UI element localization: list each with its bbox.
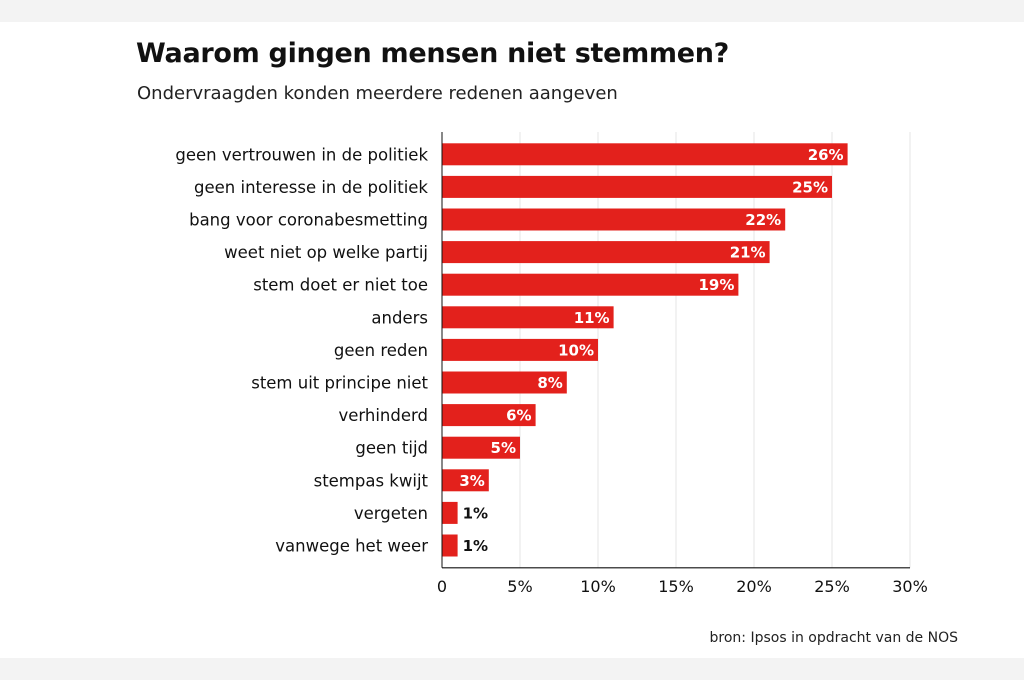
bar-chart: geen vertrouwen in de politiek 26% geen in… (175, 132, 928, 596)
bar (442, 501, 458, 524)
bar (442, 404, 536, 427)
value-label: 25% (792, 178, 828, 196)
category-label: geen interesse in de politiek (194, 178, 428, 197)
x-tick-label: 5% (507, 577, 532, 596)
category-label: geen vertrouwen in de politiek (175, 145, 428, 164)
category-label: weet niet op welke partij (224, 243, 428, 262)
bar (442, 143, 848, 166)
bar (442, 241, 770, 264)
chart-subtitle: Ondervraagden konden meerdere redenen aa… (137, 83, 618, 104)
bar (442, 436, 520, 459)
category-label: stem uit principe niet (251, 374, 428, 393)
category-label: vergeten (354, 504, 428, 523)
value-label: 22% (745, 211, 781, 229)
x-tick-label: 25% (814, 577, 850, 596)
value-label: 1% (463, 504, 488, 522)
value-label: 19% (698, 276, 734, 294)
bar (442, 338, 598, 361)
x-tick-label: 15% (658, 577, 694, 596)
category-label: verhinderd (338, 406, 428, 425)
bar (442, 306, 614, 329)
value-label: 5% (491, 439, 516, 457)
value-label: 8% (537, 374, 562, 392)
value-label: 11% (574, 309, 610, 327)
category-label: bang voor coronabesmetting (189, 211, 428, 230)
value-label: 21% (730, 244, 766, 262)
category-label: geen reden (334, 341, 428, 360)
category-label: stem doet er niet toe (253, 276, 428, 295)
category-label: anders (371, 308, 428, 327)
bar (442, 208, 786, 231)
x-tick-label: 10% (580, 577, 616, 596)
x-tick-label: 30% (892, 577, 928, 596)
bar (442, 469, 489, 492)
bar (442, 273, 739, 296)
value-label: 10% (558, 341, 594, 359)
category-label: stempas kwijt (314, 471, 429, 490)
bar (442, 534, 458, 557)
value-label: 6% (506, 407, 531, 425)
value-label: 26% (808, 146, 844, 164)
bar (442, 175, 832, 198)
chart-title: Waarom gingen mensen niet stemmen? (136, 38, 730, 69)
bar (442, 371, 567, 394)
chart-card: Waarom gingen mensen niet stemmen? Onder… (0, 22, 1024, 658)
category-label: vanwege het weer (275, 537, 428, 556)
x-tick-label: 20% (736, 577, 772, 596)
value-label: 3% (459, 472, 484, 490)
x-tick-label: 0 (437, 577, 447, 596)
source-note: bron: Ipsos in opdracht van de NOS (709, 630, 958, 646)
value-label: 1% (463, 537, 488, 555)
category-label: geen tijd (355, 439, 428, 458)
